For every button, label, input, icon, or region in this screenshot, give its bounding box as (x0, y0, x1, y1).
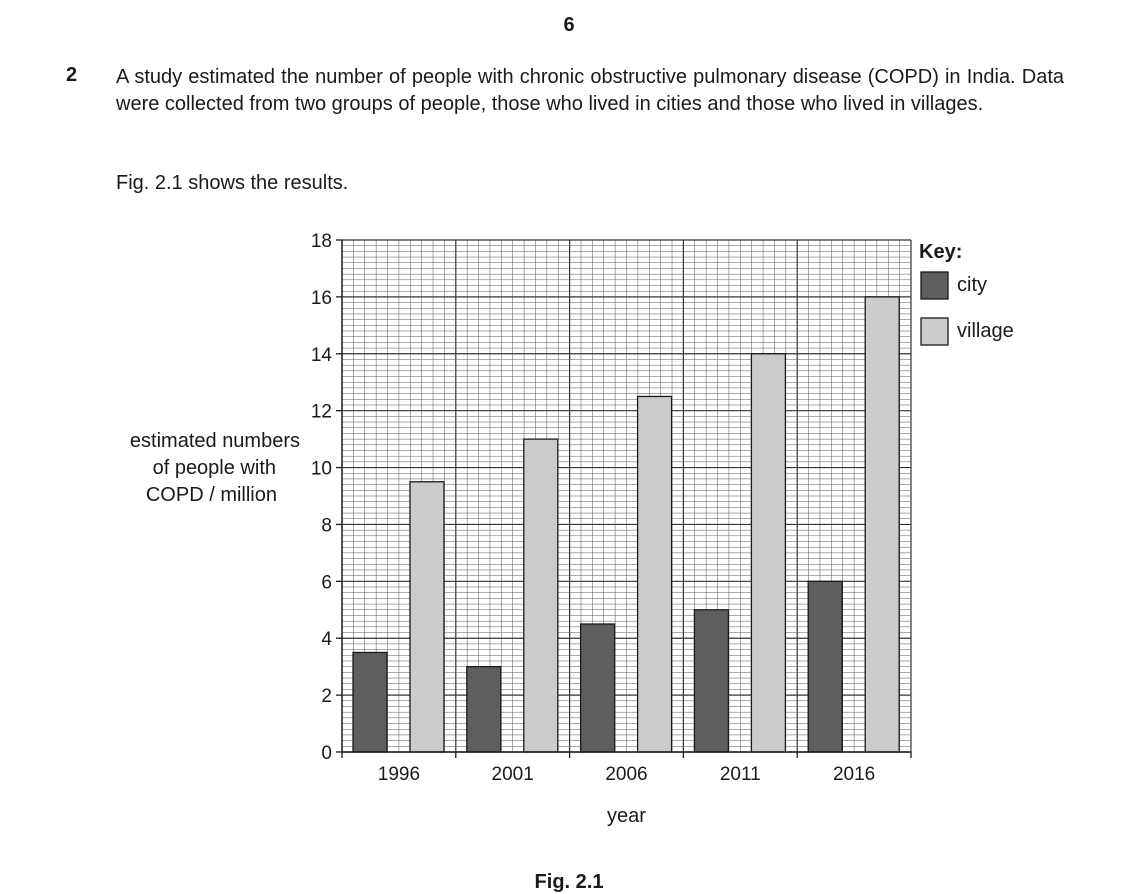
y-tick-label: 12 (311, 402, 332, 423)
y-tick-label: 14 (311, 345, 333, 366)
bar-city-2011 (693, 609, 730, 753)
y-axis-label-line: COPD / million (145, 484, 277, 506)
y-tick-label: 0 (321, 743, 332, 764)
y-axis-label: estimated numbers of people with COPD / … (100, 428, 300, 509)
legend-label-city: city (957, 274, 987, 296)
y-tick-label: 10 (311, 459, 332, 480)
y-tick-label: 4 (321, 629, 332, 650)
bar-village-1996 (409, 481, 445, 753)
legend-swatch-village (920, 317, 949, 346)
y-tick-label: 16 (311, 288, 332, 309)
x-axis-label: year (607, 805, 646, 827)
bar-city-2006 (579, 623, 616, 753)
x-tick-label: 1996 (378, 764, 420, 785)
y-axis-label-line: of people with (152, 457, 276, 479)
bar-village-2006 (636, 395, 673, 753)
x-tick-label: 2011 (720, 764, 761, 785)
question-text: A study estimated the number of people w… (116, 66, 1064, 115)
copd-bar-chart: 0 2 4 6 8 10 12 14 16 18 1996 2001 2006 2011 2016 year K… (311, 231, 1014, 827)
bar-city-1996 (352, 651, 388, 753)
x-tick-label: 2006 (605, 764, 647, 785)
y-tick-label: 8 (321, 515, 332, 536)
bar-village-2011 (750, 353, 787, 753)
bar-city-2001 (466, 666, 502, 753)
y-tick-label: 6 (321, 572, 332, 593)
y-tick-label: 18 (311, 231, 332, 252)
figure-caption: Fig. 2.1 (534, 871, 604, 893)
bar-village-2016 (864, 296, 900, 753)
page-number: 6 (563, 14, 575, 36)
bar-village-2001 (523, 438, 559, 753)
x-tick-label: 2016 (833, 764, 875, 785)
y-axis-label-line: estimated numbers (129, 430, 300, 452)
legend-label-village: village (957, 320, 1014, 342)
y-tick-label: 2 (321, 686, 332, 707)
x-tick-label: 2001 (492, 764, 534, 785)
question-number: 2 (66, 64, 78, 86)
legend-title: Key: (919, 241, 962, 263)
question-intro: Fig. 2.1 shows the results. (116, 172, 349, 194)
legend-swatch-city (920, 271, 949, 300)
bar-city-2016 (807, 580, 843, 753)
